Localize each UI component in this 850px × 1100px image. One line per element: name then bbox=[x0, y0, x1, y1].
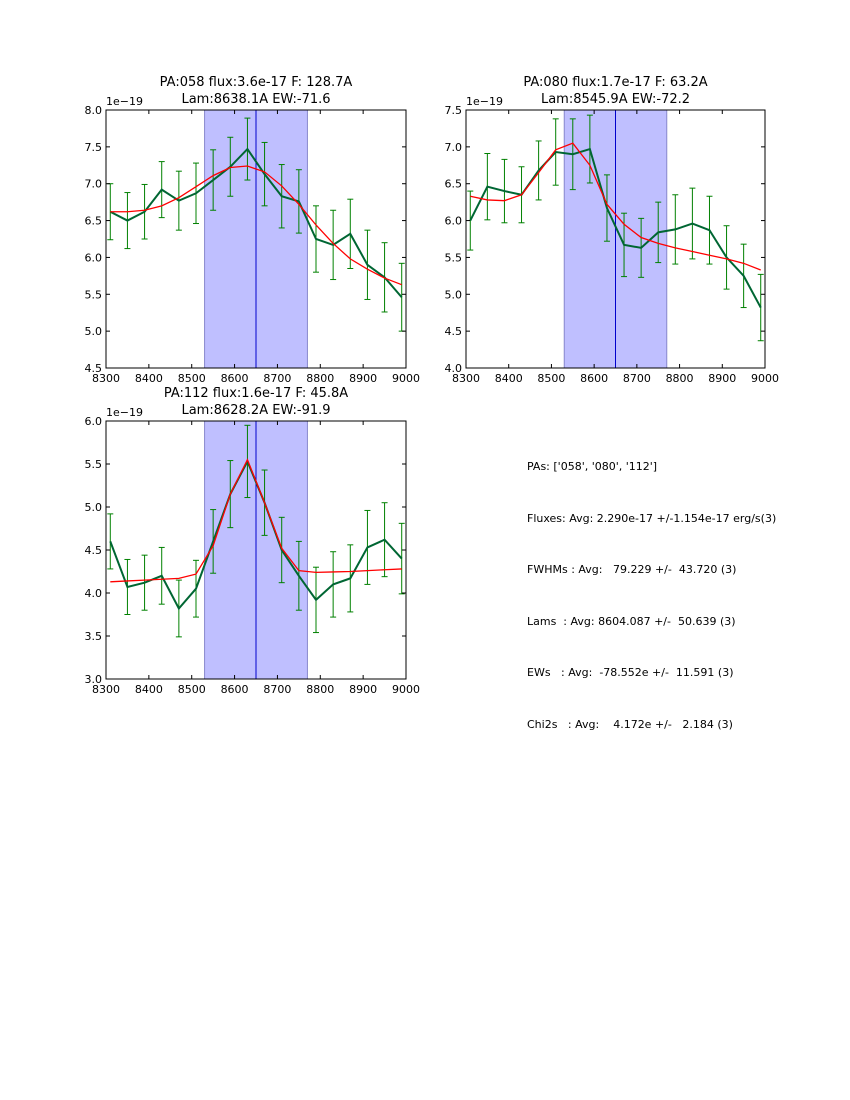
x-tick-label: 8300 bbox=[92, 683, 120, 696]
y-tick-label: 3.0 bbox=[85, 673, 103, 686]
y-offset-label: 1e−19 bbox=[466, 95, 503, 108]
y-tick-label: 7.0 bbox=[445, 141, 463, 154]
chart-title-line1: PA:112 flux:1.6e-17 F: 45.8A bbox=[164, 386, 348, 401]
y-tick-label: 5.5 bbox=[445, 251, 463, 264]
y-tick-label: 7.5 bbox=[85, 141, 103, 154]
x-tick-label: 9000 bbox=[392, 683, 420, 696]
summary-pas: PAs: ['058', '080', '112'] bbox=[527, 460, 658, 473]
x-tick-label: 9000 bbox=[751, 372, 779, 385]
x-tick-label: 8400 bbox=[495, 372, 523, 385]
y-tick-label: 8.0 bbox=[85, 104, 103, 117]
x-tick-label: 8800 bbox=[306, 372, 334, 385]
y-offset-label: 1e−19 bbox=[106, 95, 143, 108]
y-tick-label: 6.0 bbox=[85, 251, 103, 264]
y-tick-label: 7.0 bbox=[85, 178, 103, 191]
x-tick-label: 8400 bbox=[135, 683, 163, 696]
x-tick-label: 8900 bbox=[349, 683, 377, 696]
y-tick-label: 7.5 bbox=[445, 104, 463, 117]
x-tick-label: 8600 bbox=[221, 683, 249, 696]
summary-ews: EWs : Avg: -78.552e +/- 11.591 (3) bbox=[527, 666, 734, 680]
y-tick-label: 4.0 bbox=[85, 587, 103, 600]
summary-fwhms: FWHMs : Avg: 79.229 +/- 43.720 (3) bbox=[527, 563, 737, 577]
fit-line bbox=[110, 458, 402, 583]
fit-line bbox=[110, 165, 402, 286]
x-tick-label: 8700 bbox=[263, 683, 291, 696]
x-tick-label: 8600 bbox=[221, 372, 249, 385]
x-tick-label: 8900 bbox=[708, 372, 736, 385]
observed-flux-line bbox=[109, 147, 403, 298]
x-tick-label: 8500 bbox=[537, 372, 565, 385]
x-tick-label: 8900 bbox=[349, 372, 377, 385]
y-tick-label: 6.0 bbox=[85, 415, 103, 428]
x-tick-label: 8700 bbox=[623, 372, 651, 385]
axes-frame bbox=[105, 109, 407, 369]
chart-title-line2: Lam:8638.1A EW:-71.6 bbox=[181, 92, 330, 107]
fit-line bbox=[470, 142, 761, 271]
x-tick-label: 8800 bbox=[666, 372, 694, 385]
summary-stats: PAs: ['058', '080', '112'] Fluxes: Avg: … bbox=[527, 434, 776, 770]
x-tick-label: 8500 bbox=[178, 683, 206, 696]
summary-chi2s: Chi2s : Avg: 4.172e +/- 2.184 (3) bbox=[527, 717, 733, 731]
y-tick-label: 6.5 bbox=[85, 215, 103, 228]
y-tick-label: 4.0 bbox=[445, 362, 463, 375]
y-tick-label: 6.0 bbox=[445, 215, 463, 228]
x-tick-label: 8600 bbox=[580, 372, 608, 385]
y-offset-label: 1e−19 bbox=[106, 406, 143, 419]
summary-lams: Lams : Avg: 8604.087 +/- 50.639 (3) bbox=[527, 614, 736, 628]
axes-frame bbox=[465, 109, 766, 369]
y-tick-label: 6.5 bbox=[445, 178, 463, 191]
x-tick-label: 9000 bbox=[392, 372, 420, 385]
chart-2: 8300 8400 8500 8600 8700 8800 8900 9000 4.0 4.5 5.… bbox=[445, 75, 780, 385]
y-tick-label: 4.5 bbox=[85, 544, 103, 557]
chart-3: 8300 8400 8500 8600 8700 8800 8900 9000 3.0 3.5 4.… bbox=[85, 386, 421, 696]
observed-flux-line bbox=[469, 147, 762, 309]
chart-title-line1: PA:080 flux:1.7e-17 F: 63.2A bbox=[523, 75, 707, 90]
y-tick-label: 5.0 bbox=[85, 325, 103, 338]
plot-area bbox=[467, 110, 764, 368]
y-tick-label: 5.5 bbox=[85, 458, 103, 471]
chart-title-line2: Lam:8628.2A EW:-91.9 bbox=[181, 403, 330, 418]
x-tick-label: 8400 bbox=[135, 372, 163, 385]
x-tick-label: 8700 bbox=[263, 372, 291, 385]
y-tick-label: 4.5 bbox=[445, 325, 463, 338]
chart-1: 8300 8400 8500 8600 8700 8800 8900 9000 4.5 5.0 5.… bbox=[85, 75, 421, 385]
summary-fluxes: Fluxes: Avg: 2.290e-17 +/-1.154e-17 erg/… bbox=[527, 511, 777, 525]
y-tick-label: 3.5 bbox=[85, 630, 103, 643]
plot-area bbox=[107, 421, 405, 679]
chart-title-line2: Lam:8545.9A EW:-72.2 bbox=[541, 92, 690, 107]
plot-area bbox=[107, 110, 405, 368]
x-tick-label: 8500 bbox=[178, 372, 206, 385]
x-tick-label: 8300 bbox=[452, 372, 480, 385]
y-tick-label: 5.0 bbox=[445, 288, 463, 301]
y-tick-label: 4.5 bbox=[85, 362, 103, 375]
x-tick-label: 8300 bbox=[92, 372, 120, 385]
y-tick-label: 5.5 bbox=[85, 288, 103, 301]
x-tick-label: 8800 bbox=[306, 683, 334, 696]
chart-title-line1: PA:058 flux:3.6e-17 F: 128.7A bbox=[160, 75, 353, 90]
y-tick-label: 5.0 bbox=[85, 501, 103, 514]
